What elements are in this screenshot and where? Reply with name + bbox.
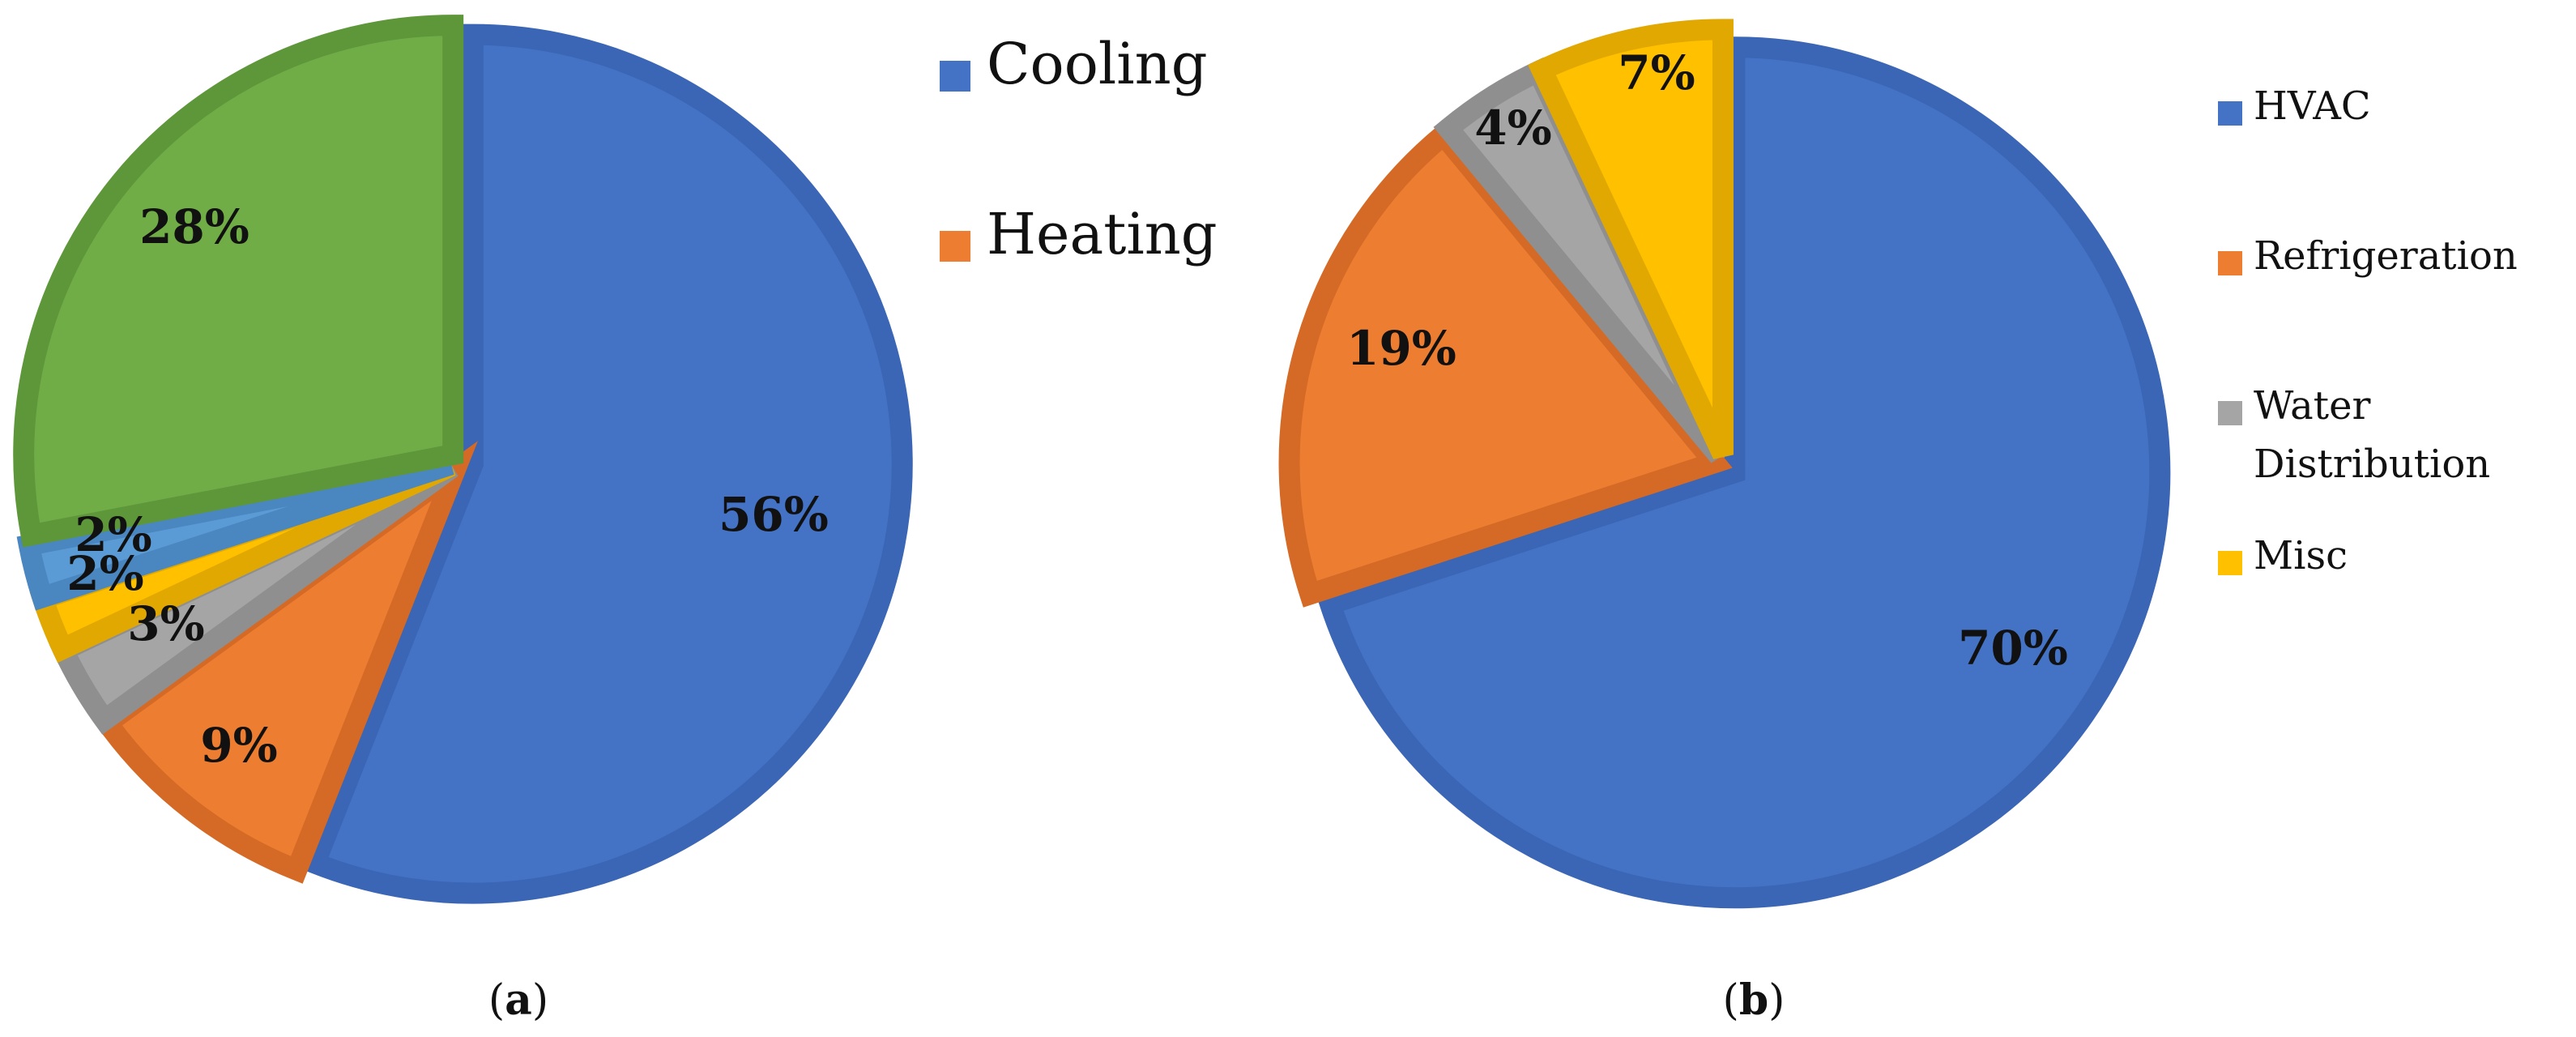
legend-label: Cooling [987, 31, 1208, 97]
legend-swatch [2218, 101, 2242, 126]
legend-label: Misc [2254, 533, 2348, 578]
pie-slice-data-label: 56% [719, 487, 829, 542]
pie-slice-data-label: 2% [75, 507, 151, 562]
pie-chart-b: 70% 19% 4% 7% [1278, 19, 2171, 909]
legend-label: HVAC [2254, 83, 2371, 129]
pie-slice [1316, 36, 2171, 909]
pie-slice-data-label: 7% [1618, 45, 1695, 100]
legend-b: HVAC Refrigeration Water Distribution Misc [2218, 83, 2518, 578]
pie-slice-data-label: 19% [1346, 321, 1456, 376]
legend-label: Heating [987, 201, 1218, 267]
legend-swatch [2218, 401, 2242, 425]
legend-swatch [2218, 251, 2242, 275]
legend-label: Water Distribution [2254, 383, 2490, 487]
pie-slice [1278, 120, 1733, 608]
pie-slice-data-label: 70% [1958, 621, 2068, 676]
legend-swatch [940, 231, 970, 262]
legend-swatch [940, 61, 970, 92]
pie-slice-data-label: 28% [139, 199, 249, 254]
pie-slice-data-label: 2% [66, 546, 143, 601]
pie-slice [301, 23, 913, 904]
caption-a: (a) [488, 975, 548, 1025]
legend-a: Cooling Heating [940, 31, 1218, 267]
pie-chart-a: 56%9%3%2%2%28% [13, 15, 913, 904]
pie-slice [92, 441, 478, 884]
pie-slice [1528, 19, 1734, 459]
caption-b: (b) [1723, 975, 1785, 1025]
legend-label: Refrigeration [2254, 233, 2518, 279]
pie-slice-data-label: 3% [127, 596, 204, 651]
legend-swatch [2218, 551, 2242, 575]
pie-slice [13, 15, 464, 548]
pie-slice-data-label: 9% [200, 718, 277, 773]
pie-slice-data-label: 4% [1474, 100, 1551, 156]
